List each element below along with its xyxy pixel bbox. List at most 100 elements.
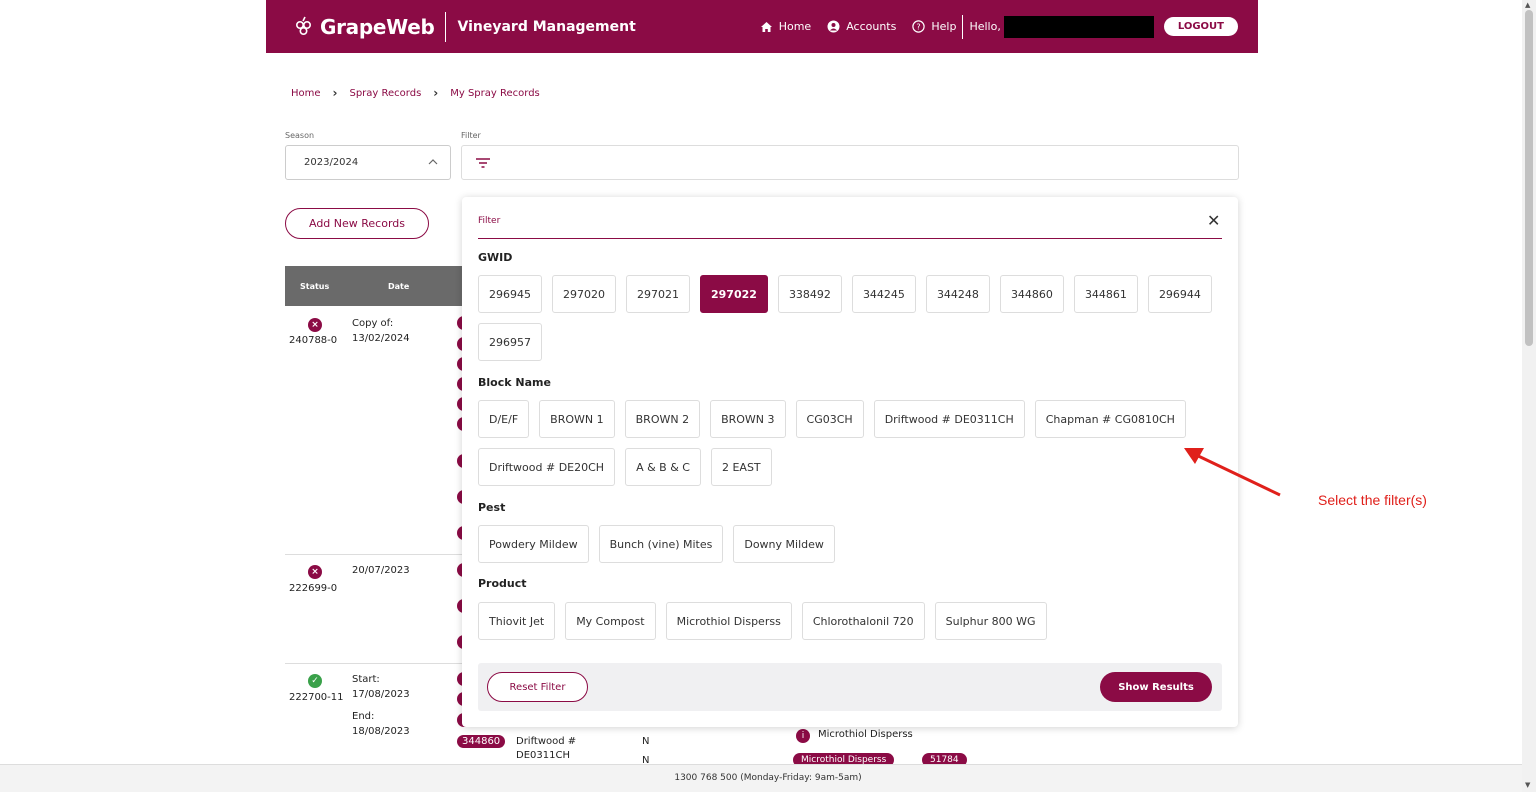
logout-button[interactable]: LOGOUT — [1163, 17, 1238, 36]
flag-text: N — [642, 736, 650, 747]
column-status: Status — [300, 282, 330, 291]
date-line: Copy of: — [352, 318, 394, 329]
block-name-chip[interactable]: BROWN 2 — [624, 400, 701, 438]
row-divider — [285, 663, 465, 664]
block-name-chip[interactable]: Driftwood # DE20CH — [478, 448, 616, 486]
gwid-chip[interactable]: 296957 — [478, 323, 542, 361]
hello-text: Hello, — [969, 20, 1001, 33]
record-date: Copy of: 13/02/2024 — [352, 316, 410, 346]
product-chip-group: Thiovit Jet My Compost Microthiol Disperss… — [478, 602, 1222, 650]
record-id[interactable]: 222699-0 — [289, 583, 338, 594]
approved-status-icon: ✓ — [308, 674, 322, 688]
gwid-chip[interactable]: 297021 — [626, 275, 690, 313]
chevron-right-icon: › — [332, 86, 338, 100]
nav-help[interactable]: ? Help — [912, 20, 956, 33]
filter-panel: Filter ✕ GWID 296945 297020 297021 297022 33… — [462, 197, 1238, 727]
app-title: Vineyard Management — [457, 18, 636, 35]
user-greeting: Hello, — [969, 15, 1154, 38]
show-results-button[interactable]: Show Results — [1100, 672, 1212, 702]
pest-section-title: Pest — [478, 501, 506, 514]
gwid-chip[interactable]: 296945 — [478, 275, 542, 313]
gwid-chip[interactable]: 338492 — [777, 275, 842, 313]
product-chip[interactable]: Microthiol Disperss — [665, 602, 792, 640]
block-name-chip[interactable]: CG03CH — [795, 400, 864, 438]
block-section-title: Block Name — [478, 376, 551, 389]
product-link-pill[interactable]: Microthiol Disperss — [793, 753, 895, 767]
gwid-chip[interactable]: 296944 — [1147, 275, 1212, 313]
filter-input[interactable] — [461, 145, 1239, 180]
nav-help-label: Help — [931, 20, 957, 33]
gwid-chip[interactable]: 344860 — [999, 275, 1064, 313]
table-header: Status Date — [285, 266, 465, 306]
grape-logo-icon — [296, 16, 312, 35]
gwid-chip-group: 296945 297020 297021 297022 338492 344245 3442… — [478, 275, 1222, 371]
scroll-down-icon[interactable]: ▼ — [1525, 781, 1531, 789]
nav-home-label: Home — [778, 20, 812, 33]
breadcrumb-spray-records[interactable]: Spray Records — [349, 87, 422, 99]
pest-chip[interactable]: Powdery Mildew — [478, 525, 589, 563]
product-chip[interactable]: My Compost — [565, 602, 656, 640]
footer-bar: 1300 768 500 (Monday-Friday: 9am-5am) — [0, 764, 1536, 792]
block-name-text: DE0311CH — [516, 750, 570, 761]
home-icon — [760, 21, 772, 32]
header-divider — [444, 11, 446, 42]
rejected-status-icon: × — [308, 565, 322, 579]
gwid-chip[interactable]: 344245 — [851, 275, 916, 313]
pest-chip[interactable]: Downy Mildew — [733, 525, 835, 563]
breadcrumb-home[interactable]: Home — [291, 87, 321, 99]
date-line: 17/08/2023 — [352, 689, 410, 700]
gwid-section-title: GWID — [478, 251, 513, 264]
block-name-chip[interactable]: BROWN 3 — [710, 400, 786, 438]
info-icon: i — [796, 729, 810, 743]
user-circle-icon — [827, 20, 840, 33]
product-section-title: Product — [478, 577, 527, 590]
block-name-chip[interactable]: Chapman # CG0810CH — [1034, 400, 1186, 438]
date-line: Start: — [352, 674, 380, 685]
date-line: End: — [352, 711, 375, 722]
add-new-records-button[interactable]: Add New Records — [285, 208, 429, 239]
product-chip[interactable]: Sulphur 800 WG — [934, 602, 1047, 640]
season-select[interactable]: 2023/2024 — [285, 145, 451, 180]
scroll-up-icon[interactable]: ▲ — [1525, 1, 1531, 9]
record-id[interactable]: 240788-0 — [289, 335, 338, 346]
reset-filter-button[interactable]: Reset Filter — [487, 672, 588, 702]
gwid-chip[interactable]: 297022 — [700, 275, 768, 313]
nav-separator — [962, 14, 964, 39]
panel-footer: Reset Filter Show Results — [478, 663, 1222, 711]
gwid-chip[interactable]: 297020 — [552, 275, 616, 313]
nav-home[interactable]: Home — [760, 20, 811, 33]
column-date: Date — [388, 282, 410, 291]
block-name-chip[interactable]: 2 EAST — [710, 448, 772, 486]
scrollbar[interactable]: ▲ ▼ — [1522, 0, 1536, 792]
nav-accounts-label: Accounts — [846, 20, 897, 33]
product-chip[interactable]: Thiovit Jet — [478, 602, 556, 640]
record-date: Start: 17/08/2023 End: 18/08/2023 — [352, 672, 410, 739]
product-text: Microthiol Disperss — [818, 729, 913, 740]
logo-text: GrapeWeb — [320, 14, 435, 39]
svg-text:?: ? — [917, 23, 921, 32]
date-line: 20/07/2023 — [352, 565, 410, 576]
scroll-thumb[interactable] — [1525, 10, 1533, 346]
pest-chip[interactable]: Bunch (vine) Mites — [598, 525, 724, 563]
record-id[interactable]: 222700-11 — [289, 692, 344, 703]
nav-accounts[interactable]: Accounts — [827, 20, 896, 33]
breadcrumb-my-spray-records[interactable]: My Spray Records — [450, 87, 540, 99]
gwid-chip[interactable]: 344248 — [925, 275, 990, 313]
breadcrumb: Home › Spray Records › My Spray Records — [291, 86, 540, 100]
panel-filter-label: Filter — [478, 216, 501, 226]
block-chip-group: D/E/F BROWN 1 BROWN 2 BROWN 3 CG03CH Driftwoo… — [478, 400, 1222, 496]
support-phone: 1300 768 500 (Monday-Friday: 9am-5am) — [674, 773, 862, 783]
product-chip[interactable]: Chlorothalonil 720 — [801, 602, 925, 640]
block-name-chip[interactable]: BROWN 1 — [539, 400, 615, 438]
date-line: 18/08/2023 — [352, 726, 410, 737]
block-name-chip[interactable]: Driftwood # DE0311CH — [873, 400, 1025, 438]
block-name-chip[interactable]: D/E/F — [478, 400, 530, 438]
close-icon[interactable]: ✕ — [1207, 211, 1221, 230]
block-name-chip[interactable]: A & B & C — [625, 448, 701, 486]
gwid-pill[interactable]: 344860 — [457, 735, 506, 748]
gwid-chip[interactable]: 344861 — [1073, 275, 1138, 313]
logo[interactable]: GrapeWeb — [292, 15, 435, 39]
top-header: GrapeWeb Vineyard Management Home Accoun… — [266, 0, 1258, 53]
panel-underline — [478, 238, 1222, 239]
number-link-pill[interactable]: 51784 — [922, 753, 967, 767]
